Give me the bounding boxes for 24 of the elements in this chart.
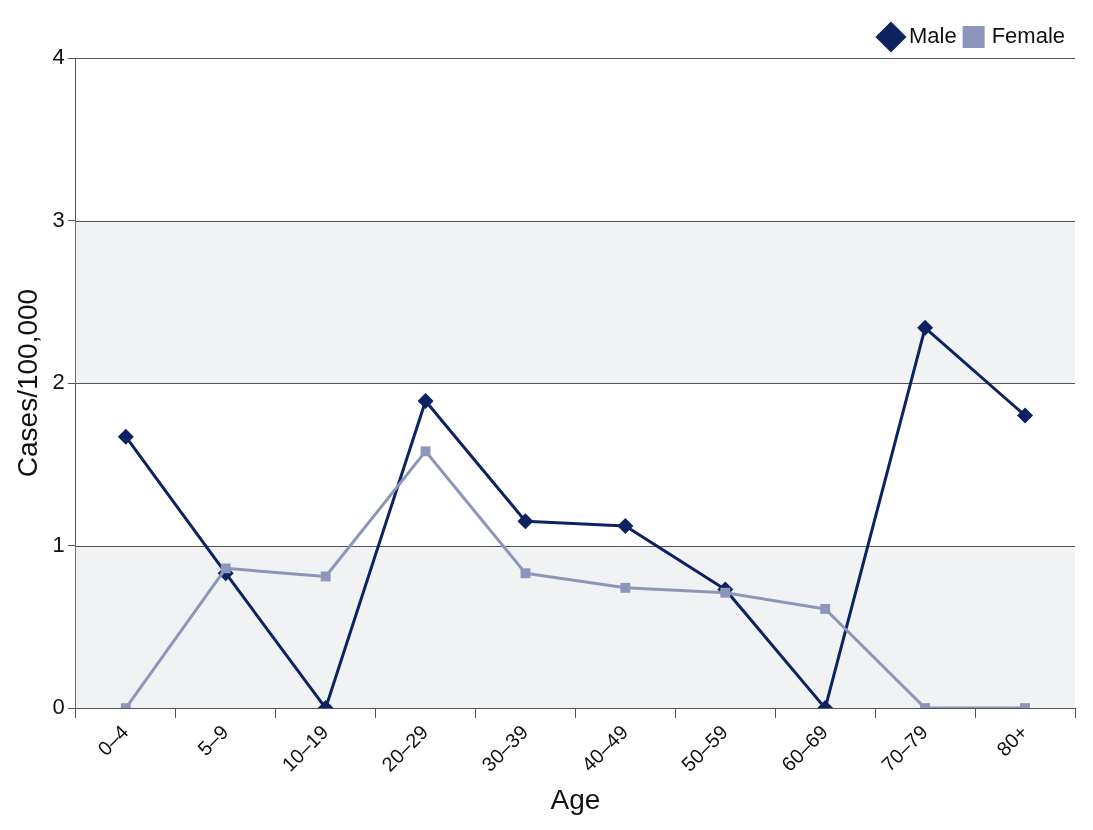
point	[617, 518, 634, 535]
point	[517, 513, 534, 530]
legend-label: Male	[908, 23, 957, 49]
y-tick-label: 4	[52, 44, 65, 70]
point	[1017, 407, 1034, 424]
y-tick-label: 0	[52, 694, 65, 720]
x-tick-label: 0–4	[93, 720, 133, 760]
point	[320, 571, 331, 582]
y-tick-label: 1	[52, 531, 65, 557]
x-tick-label: 80+	[992, 720, 1032, 761]
point	[220, 563, 231, 574]
point	[520, 568, 531, 579]
point	[417, 392, 434, 409]
point	[820, 604, 831, 614]
point	[620, 582, 631, 593]
point	[420, 446, 431, 457]
legend-label: Female	[991, 23, 1065, 49]
y-tick-label: 3	[52, 206, 65, 232]
x-axis-title: Age	[550, 783, 601, 815]
y-axis-title: Cases/100,000	[11, 288, 43, 478]
x-tick-label: 5–9	[193, 720, 233, 760]
point	[117, 428, 134, 445]
y-tick-label: 2	[52, 369, 65, 395]
point	[917, 319, 934, 336]
